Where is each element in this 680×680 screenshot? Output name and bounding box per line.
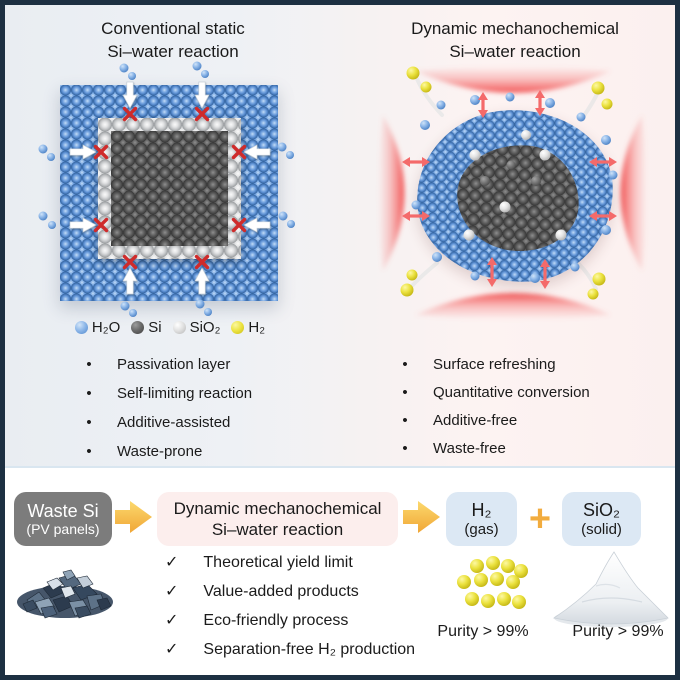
bullet-icon: • xyxy=(402,356,408,373)
check-icon: ✓ xyxy=(165,554,179,571)
press-left-icon xyxy=(378,115,405,271)
list-item: • Quantitative conversion xyxy=(401,384,590,401)
list-item: • Waste-free xyxy=(401,441,590,457)
legend-item-sio2: SiO₂ xyxy=(172,319,221,336)
bullet-icon: • xyxy=(86,385,92,402)
left-title-line1: Conventional static xyxy=(101,19,245,38)
legend-item-h2: H₂ xyxy=(231,319,265,336)
comparison-section: Conventional static Si–water reaction Dy… xyxy=(5,5,675,468)
waste-si-box: Waste Si (PV panels) xyxy=(14,492,112,546)
press-decor-layer xyxy=(378,66,647,320)
legend-label-si: Si xyxy=(148,319,162,336)
waste-si-label: Waste Si xyxy=(27,500,99,521)
blocked-water-arrows xyxy=(69,81,271,295)
h2-state-label: (gas) xyxy=(464,520,499,538)
sio2-state-label: (solid) xyxy=(581,520,622,538)
check-icon: ✓ xyxy=(165,612,179,629)
bullet-label: Surface refreshing xyxy=(433,356,556,373)
sio2-product-box: SiO₂ (solid) xyxy=(562,492,641,546)
waste-si-pile-image xyxy=(17,569,113,619)
list-item: • Self-limiting reaction xyxy=(85,386,252,402)
bullet-label: Additive-free xyxy=(433,412,518,429)
bullet-label: Quantitative conversion xyxy=(433,384,590,401)
h2-gas-balls-image xyxy=(457,556,528,609)
sio2-ball-icon xyxy=(172,321,186,334)
bullet-label: Waste-prone xyxy=(117,443,203,460)
h2-product-box: H₂ (gas) xyxy=(446,492,517,546)
check-label: Eco-friendly process xyxy=(203,612,349,629)
bullet-icon: • xyxy=(402,440,408,457)
benefit-checklist: ✓ Theoretical yield limit ✓ Value-added pr… xyxy=(165,554,415,670)
bullet-icon: • xyxy=(402,384,408,401)
left-panel-title: Conventional static Si–water reaction xyxy=(23,17,323,63)
cluster-scatter-spheres xyxy=(411,92,618,283)
reaction-box: Dynamic mechanochemical Si–water reactio… xyxy=(157,492,398,546)
press-top-icon xyxy=(415,66,611,93)
list-item: • Additive-assisted xyxy=(85,415,252,431)
bullet-label: Passivation layer xyxy=(117,356,231,373)
bullet-icon: • xyxy=(86,443,92,460)
check-icon: ✓ xyxy=(165,583,179,600)
h2-purity-label: Purity > 99% xyxy=(437,623,529,640)
legend: H₂O Si SiO₂ H₂ xyxy=(40,319,300,336)
bullet-icon: • xyxy=(86,414,92,431)
hydrogen-ball-icons xyxy=(400,66,613,300)
sio2-label: SiO₂ xyxy=(583,499,620,520)
plus-icon: + xyxy=(528,498,552,540)
list-item: ✓ Theoretical yield limit xyxy=(165,554,415,572)
right-title-line2: Si–water reaction xyxy=(449,42,581,61)
list-item: ✓ Value-added products xyxy=(165,583,415,601)
right-title-line1: Dynamic mechanochemical xyxy=(411,19,619,38)
bullet-icon: • xyxy=(86,356,92,373)
list-item: ✓ Eco-friendly process xyxy=(165,612,415,630)
bullet-label: Waste-free xyxy=(433,440,506,457)
press-right-icon xyxy=(620,115,647,271)
sio2-purity-label: Purity > 99% xyxy=(572,623,664,640)
process-flow-section: Waste Si (PV panels) Dynamic mechanochem… xyxy=(5,470,675,675)
mechanical-force-arrows xyxy=(402,90,617,289)
list-item: • Waste-prone xyxy=(85,444,252,460)
check-icon: ✓ xyxy=(165,641,179,658)
check-label: Separation-free H₂ production xyxy=(203,641,416,658)
bullet-label: Self-limiting reaction xyxy=(117,385,253,402)
reaction-label-line1: Dynamic mechanochemical xyxy=(173,499,382,518)
legend-item-si: Si xyxy=(131,319,162,336)
list-item: • Surface refreshing xyxy=(401,357,590,373)
si-ball-icon xyxy=(131,321,145,334)
left-title-line2: Si–water reaction xyxy=(107,42,239,61)
flow-arrow-icon xyxy=(403,501,440,533)
h2-label: H₂ xyxy=(471,499,492,520)
reaction-label-line2: Si–water reaction xyxy=(211,520,344,539)
si-core-graphic xyxy=(111,131,228,246)
left-bullet-list: • Passivation layer • Self-limiting reacti… xyxy=(85,357,252,473)
sio2-powder-image xyxy=(552,551,669,627)
right-panel-title: Dynamic mechanochemical Si–water reactio… xyxy=(365,17,665,63)
list-item: • Passivation layer xyxy=(85,357,252,373)
check-label: Theoretical yield limit xyxy=(203,554,353,571)
reaction-blocked-x-icons xyxy=(93,106,247,270)
pv-panels-label: (PV panels) xyxy=(26,520,100,537)
press-bottom-icon xyxy=(415,293,611,320)
legend-label-sio2: SiO₂ xyxy=(189,319,221,336)
legend-label-h2: H₂ xyxy=(248,319,266,336)
list-item: • Additive-free xyxy=(401,413,590,429)
legend-label-water: H₂O xyxy=(91,319,121,336)
bullet-label: Additive-assisted xyxy=(117,414,231,431)
legend-item-water: H₂O xyxy=(74,319,121,336)
list-item: ✓ Separation-free H₂ production xyxy=(165,641,415,659)
bullet-icon: • xyxy=(402,412,408,429)
right-bullet-list: • Surface refreshing • Quantitative conver… xyxy=(401,357,590,469)
h2-ball-icon xyxy=(231,321,245,334)
water-ball-icon xyxy=(74,321,88,334)
flow-arrow-icon xyxy=(115,501,152,533)
check-label: Value-added products xyxy=(203,583,359,600)
water-molecule-icons xyxy=(38,61,295,317)
arrow-decor-layer xyxy=(38,61,618,317)
